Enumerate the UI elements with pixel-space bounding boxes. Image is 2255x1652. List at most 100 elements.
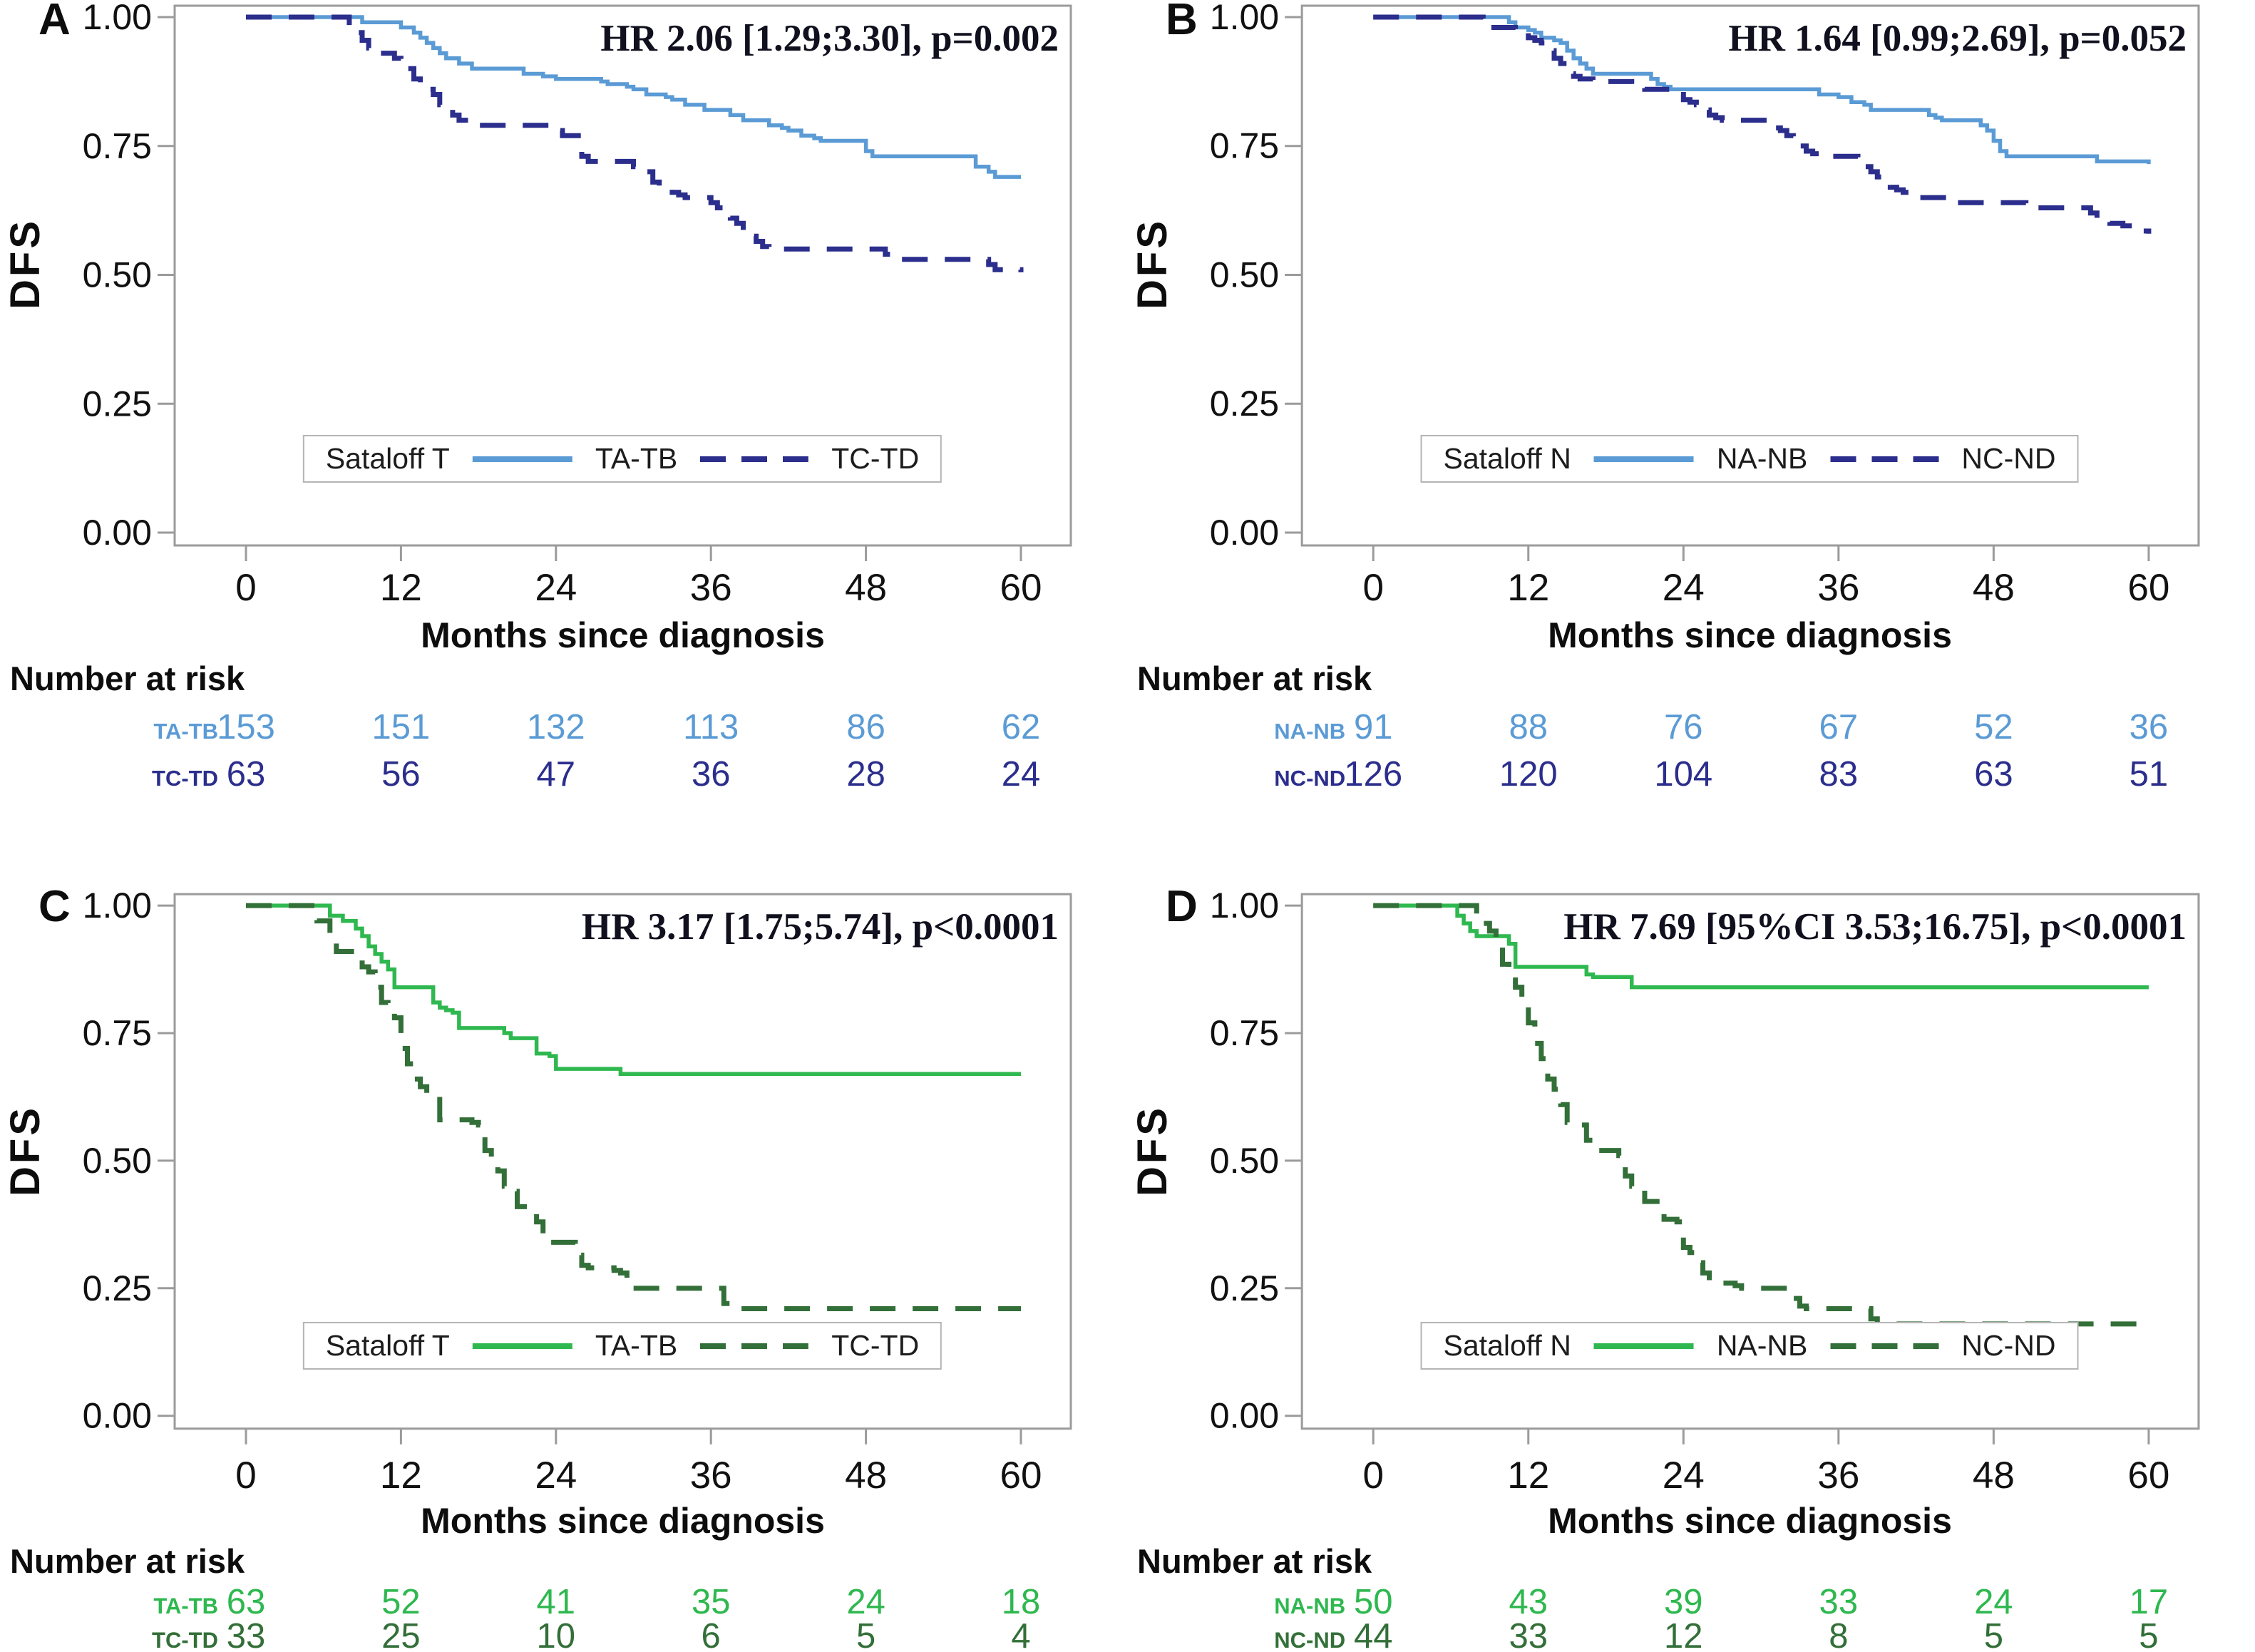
legend-title: Sataloff N bbox=[1443, 1329, 1571, 1362]
km-curve-TA-TB bbox=[246, 15, 1021, 179]
legend-dashed-line-swatch bbox=[700, 1343, 809, 1349]
risk-count: 25 bbox=[381, 1617, 421, 1652]
legend-dashed-label: TC-TD bbox=[831, 442, 920, 475]
legend-title: Sataloff T bbox=[325, 1329, 450, 1362]
y-tick-label: 0.75 bbox=[1210, 126, 1279, 166]
y-tick-label: 0.50 bbox=[1210, 255, 1279, 295]
hr-annotation: HR 3.17 [1.75;5.74], p<0.0001 bbox=[581, 906, 1059, 948]
km-curve-TA-TB bbox=[246, 903, 1021, 1076]
x-tick-label: 24 bbox=[1663, 1455, 1705, 1497]
x-tick-label: 36 bbox=[690, 1455, 732, 1497]
km-curve-NA-NB bbox=[1373, 15, 2151, 165]
y-tick-label: 0.25 bbox=[83, 1268, 152, 1308]
risk-count: 41 bbox=[537, 1583, 576, 1621]
risk-row-label: NC-ND bbox=[1274, 1628, 1345, 1652]
risk-count: 24 bbox=[1002, 755, 1041, 794]
panel-letter: B bbox=[1166, 0, 1198, 44]
y-tick-label: 1.00 bbox=[83, 886, 152, 925]
risk-count: 56 bbox=[381, 755, 421, 794]
panel-b: B HR 1.64 [0.99;2.69], p=0.052 DFS 1.00 0… bbox=[1127, 0, 2255, 826]
x-tick-label: 12 bbox=[1507, 567, 1549, 609]
y-tick-label: 0.00 bbox=[1210, 1396, 1279, 1436]
y-axis-label: DFS bbox=[1129, 218, 1176, 309]
legend: Sataloff T TA-TB TC-TD bbox=[302, 435, 942, 483]
number-at-risk-label: Number at risk bbox=[10, 660, 245, 697]
y-tick-label: 0.50 bbox=[83, 255, 152, 295]
risk-count: 36 bbox=[692, 755, 731, 794]
risk-count: 50 bbox=[1354, 1583, 1393, 1621]
legend-solid-line-swatch bbox=[472, 456, 572, 462]
risk-count: 33 bbox=[1509, 1617, 1548, 1652]
x-axis-label: Months since diagnosis bbox=[1548, 1501, 1952, 1541]
risk-count: 33 bbox=[227, 1617, 266, 1652]
legend: Sataloff N NA-NB NC-ND bbox=[1420, 435, 2079, 483]
y-tick-label: 0.00 bbox=[83, 1396, 152, 1436]
x-tick-label: 0 bbox=[235, 1455, 256, 1497]
risk-count: 52 bbox=[1974, 708, 2013, 747]
risk-count: 91 bbox=[1354, 708, 1393, 747]
legend-dashed-label: NC-ND bbox=[1961, 1329, 2056, 1362]
risk-count: 67 bbox=[1819, 708, 1859, 747]
y-tick-label: 0.25 bbox=[1210, 1268, 1279, 1308]
risk-row-label: TC-TD bbox=[152, 766, 218, 791]
x-tick-label: 48 bbox=[845, 1455, 887, 1497]
x-tick-label: 48 bbox=[1973, 567, 2015, 609]
risk-row-label: NA-NB bbox=[1274, 719, 1345, 744]
risk-count: 8 bbox=[1829, 1617, 1848, 1652]
y-tick-label: 0.75 bbox=[83, 1013, 152, 1053]
legend-dashed-line-swatch bbox=[1830, 1343, 1939, 1349]
legend-solid-line-swatch bbox=[1593, 1343, 1694, 1349]
y-axis-label: DFS bbox=[2, 1105, 48, 1196]
risk-count: 18 bbox=[1002, 1583, 1041, 1621]
x-axis-label: Months since diagnosis bbox=[421, 615, 825, 655]
panel-d: D HR 7.69 [95%CI 3.53;16.75], p<0.0001 D… bbox=[1127, 826, 2255, 1652]
x-axis-label: Months since diagnosis bbox=[1548, 615, 1952, 655]
risk-count: 51 bbox=[2130, 755, 2169, 794]
legend-solid-label: NA-NB bbox=[1716, 442, 1808, 475]
number-at-risk-label: Number at risk bbox=[1137, 1542, 1372, 1580]
x-tick-label: 48 bbox=[1973, 1455, 2015, 1497]
x-tick-label: 12 bbox=[380, 1455, 422, 1497]
y-tick-label: 1.00 bbox=[83, 0, 152, 37]
x-tick-label: 60 bbox=[1000, 1455, 1042, 1497]
risk-count: 33 bbox=[1819, 1583, 1859, 1621]
x-tick-label: 36 bbox=[1817, 567, 1859, 609]
legend-title: Sataloff T bbox=[325, 442, 450, 475]
risk-count: 104 bbox=[1654, 755, 1712, 794]
legend-solid-line-swatch bbox=[1593, 456, 1694, 462]
risk-count: 83 bbox=[1819, 755, 1859, 794]
y-tick-label: 0.50 bbox=[1210, 1141, 1279, 1181]
y-tick-label: 1.00 bbox=[1210, 886, 1279, 925]
km-curve-TC-TD bbox=[246, 903, 1021, 1311]
km-curve-NC-ND bbox=[1373, 903, 2152, 1327]
y-tick-label: 0.25 bbox=[1210, 384, 1279, 424]
risk-count: 120 bbox=[1499, 755, 1558, 794]
risk-row-label: NA-NB bbox=[1274, 1594, 1345, 1618]
risk-count: 36 bbox=[2130, 708, 2169, 747]
risk-count: 62 bbox=[1002, 708, 1041, 747]
x-tick-label: 0 bbox=[1362, 567, 1383, 609]
risk-count: 63 bbox=[1974, 755, 2013, 794]
legend-dashed-line-swatch bbox=[700, 456, 809, 462]
risk-count: 12 bbox=[1664, 1617, 1703, 1652]
risk-count: 88 bbox=[1509, 708, 1548, 747]
risk-count: 24 bbox=[846, 1583, 885, 1621]
km-curve-NA-NB bbox=[1373, 903, 2149, 990]
panel-a: A HR 2.06 [1.29;3.30], p=0.002 DFS 1.00 0… bbox=[0, 0, 1127, 826]
risk-count: 43 bbox=[1509, 1583, 1548, 1621]
panel-letter: A bbox=[38, 0, 71, 44]
risk-count: 63 bbox=[227, 755, 266, 794]
km-curve-TC-TD bbox=[246, 14, 1024, 272]
risk-count: 6 bbox=[702, 1617, 721, 1652]
risk-row-label: TC-TD bbox=[152, 1628, 218, 1652]
risk-count: 5 bbox=[1984, 1617, 2003, 1652]
number-at-risk-label: Number at risk bbox=[10, 1542, 245, 1580]
legend: Sataloff N NA-NB NC-ND bbox=[1420, 1322, 2079, 1370]
risk-count: 151 bbox=[372, 708, 431, 747]
km-curve-NC-ND bbox=[1373, 14, 2152, 234]
hr-annotation: HR 1.64 [0.99;2.69], p=0.052 bbox=[1728, 18, 2187, 59]
risk-row-label: TA-TB bbox=[153, 719, 218, 744]
